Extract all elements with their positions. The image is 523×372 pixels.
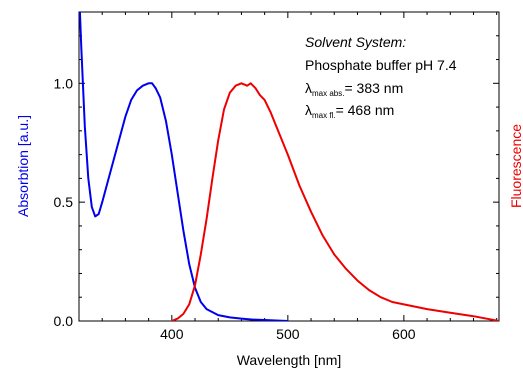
annotation-box: Solvent System: Phosphate buffer pH 7.4 … [305, 34, 457, 120]
series-layer [79, 12, 499, 321]
abs-value: = 383 nm [344, 80, 403, 96]
annotation-title: Solvent System: [305, 34, 406, 50]
abs-lambda-symbol: λ [305, 80, 312, 96]
x-axis-title: Wavelength [nm] [237, 352, 342, 368]
y-tick-label: 0.5 [54, 194, 74, 210]
plot-frame [78, 11, 500, 322]
y-tick-label: 0.0 [54, 313, 74, 329]
abs-subscript: max abs. [312, 89, 344, 98]
annotation-line1: Phosphate buffer pH 7.4 [305, 57, 457, 73]
absorption-series-line [79, 12, 289, 321]
y-axis-title-left: Absorbtion [a.u.] [15, 115, 31, 217]
fl-value: = 468 nm [336, 102, 395, 118]
fluorescence-series-line [170, 82, 499, 321]
fl-lambda-symbol: λ [305, 102, 312, 118]
x-tick-label: 400 [160, 326, 184, 342]
annotation-abs: λmax abs.= 383 nm [305, 80, 403, 98]
y-tick-label: 1.0 [54, 75, 74, 91]
annotation-fl: λmax fl.= 468 nm [305, 102, 394, 120]
x-tick-label: 600 [392, 326, 416, 342]
x-tick-label: 500 [276, 326, 300, 342]
fl-subscript: max fl. [312, 111, 336, 120]
y-axis-title-right: Fluorescence [508, 124, 523, 208]
